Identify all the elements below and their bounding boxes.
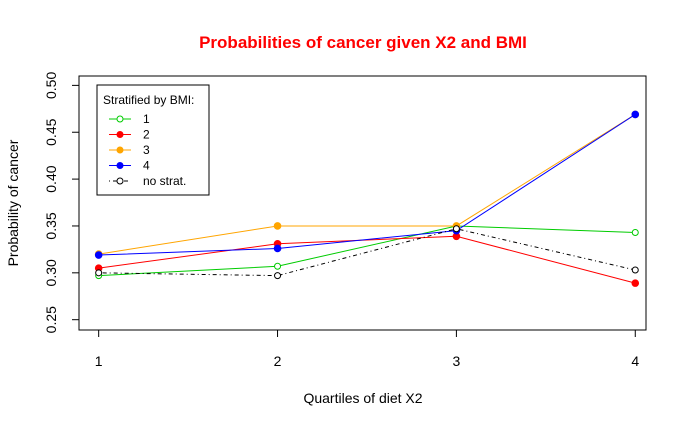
y-axis: 0.25 0.30 0.35 0.40 0.45 0.50 bbox=[43, 72, 80, 333]
data-point bbox=[95, 269, 103, 277]
data-point bbox=[273, 222, 282, 230]
data-point bbox=[631, 229, 639, 237]
y-tick-label: 0.40 bbox=[43, 165, 59, 192]
y-axis-label: Probability of cancer bbox=[5, 139, 21, 266]
data-point bbox=[274, 272, 282, 280]
legend-label: no strat. bbox=[143, 174, 186, 188]
data-point bbox=[631, 279, 640, 287]
legend-label: 2 bbox=[143, 128, 150, 142]
legend-entry: no strat. bbox=[109, 174, 186, 188]
data-point bbox=[452, 225, 460, 233]
series-line bbox=[98, 114, 636, 255]
legend-label: 1 bbox=[143, 112, 150, 126]
legend-marker bbox=[116, 162, 124, 169]
y-tick-label: 0.45 bbox=[43, 118, 59, 145]
data-point bbox=[273, 244, 282, 253]
x-tick-label: 3 bbox=[453, 353, 461, 369]
series-line bbox=[98, 235, 636, 284]
legend-marker bbox=[116, 146, 124, 154]
x-axis: 1 2 3 4 bbox=[95, 329, 639, 369]
series-2 bbox=[94, 232, 640, 287]
y-tick-label: 0.35 bbox=[43, 212, 59, 239]
chart-title: Probabilities of cancer given X2 and BMI bbox=[199, 33, 527, 52]
legend-box bbox=[96, 84, 210, 196]
legend-entry: 1 bbox=[109, 112, 150, 126]
legend-entry: 3 bbox=[109, 143, 150, 157]
x-tick-label: 4 bbox=[631, 353, 639, 369]
series-line bbox=[98, 225, 636, 277]
legend-label: 3 bbox=[143, 143, 150, 157]
legend: Stratified by BMI: 1 23 4no strat. bbox=[96, 84, 210, 196]
series-line bbox=[98, 114, 636, 256]
legend-marker bbox=[116, 115, 124, 123]
series-layer bbox=[94, 110, 640, 287]
y-tick-label: 0.30 bbox=[43, 259, 59, 286]
x-tick-label: 1 bbox=[95, 353, 103, 369]
legend-label: 4 bbox=[143, 159, 150, 173]
series-1 bbox=[95, 222, 639, 280]
y-tick-label: 0.50 bbox=[43, 72, 59, 99]
series-line bbox=[98, 228, 636, 277]
legend-entry: 2 bbox=[109, 128, 150, 142]
series-5 bbox=[95, 225, 639, 280]
data-point bbox=[274, 262, 282, 270]
legend-entry: 4 bbox=[109, 159, 150, 173]
data-point bbox=[631, 110, 640, 119]
legend-marker bbox=[116, 177, 124, 185]
y-tick-label: 0.25 bbox=[43, 306, 59, 333]
legend-marker bbox=[116, 131, 124, 138]
x-axis-label: Quartiles of diet X2 bbox=[303, 390, 422, 406]
data-point bbox=[631, 266, 639, 274]
data-point bbox=[94, 251, 103, 259]
x-tick-label: 2 bbox=[274, 353, 282, 369]
legend-title: Stratified by BMI: bbox=[103, 93, 194, 107]
